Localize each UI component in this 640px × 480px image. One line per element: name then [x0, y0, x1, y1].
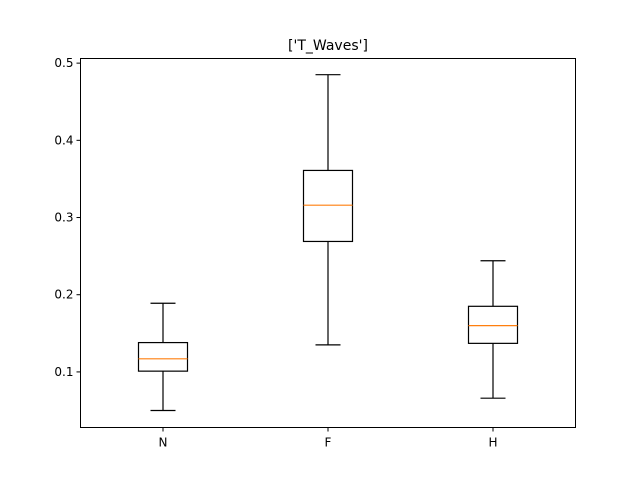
box-F [302, 74, 354, 346]
iqr-box [467, 305, 519, 344]
y-tick-label: 0.2 [54, 288, 73, 302]
box-H [467, 260, 519, 399]
y-tick-label: 0.3 [54, 211, 73, 225]
chart-title: ['T_Waves'] [288, 38, 368, 54]
y-tick-label: 0.4 [54, 133, 73, 147]
boxes-layer [137, 74, 519, 412]
box-N [137, 302, 189, 412]
plot-frame [80, 58, 576, 428]
y-axis: 0.1 0.2 0.3 0.4 0.5 [54, 56, 81, 379]
iqr-box [302, 169, 354, 243]
y-tick-label: 0.1 [54, 365, 73, 379]
iqr-box [137, 341, 189, 372]
y-tick-label: 0.5 [54, 56, 73, 70]
x-tick-label: F [325, 436, 332, 450]
x-tick-label: N [159, 436, 168, 450]
x-tick-label: H [488, 436, 497, 450]
